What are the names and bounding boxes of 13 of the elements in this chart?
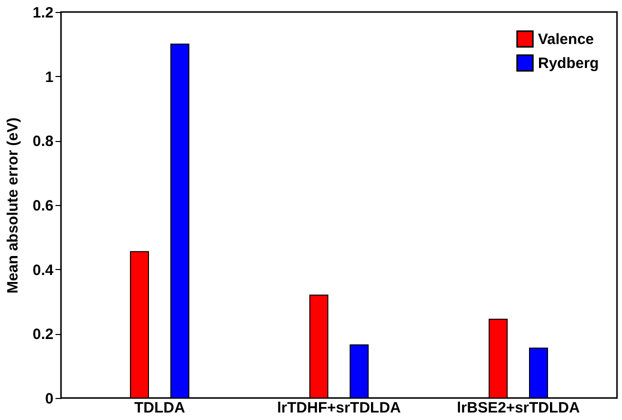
y-tick-label: 0.8: [32, 133, 54, 150]
y-tick-label: 0.6: [32, 198, 54, 214]
y-axis-title: Mean absolute error (eV): [4, 118, 22, 294]
x-tick-label: TDLDA: [134, 400, 186, 416]
x-tick-label: lrBSE2+srTDLDA: [456, 400, 580, 416]
y-tick-label: 1: [45, 68, 54, 86]
x-tick-label: lrTDHF+srTDLDA: [277, 400, 402, 416]
y-tick-label: 1.2: [32, 4, 54, 22]
y-tick-label: 0: [45, 390, 54, 408]
y-tick-label: 0.4: [32, 262, 54, 279]
legend-label: Valence: [538, 31, 594, 48]
y-tick-label: 0.2: [32, 326, 54, 344]
legend-label: Rydberg: [538, 55, 599, 72]
